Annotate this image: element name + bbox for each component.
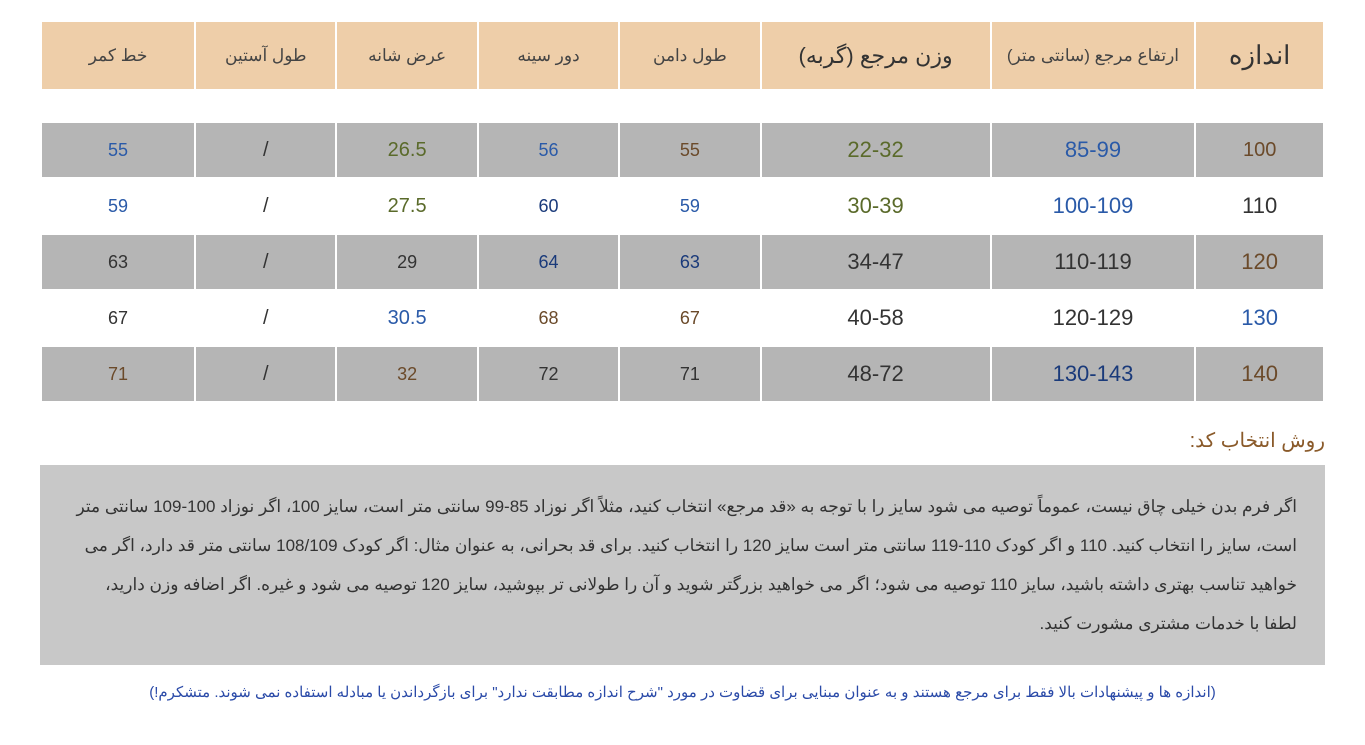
cell-2-5: 29 xyxy=(337,235,476,289)
table-header-row: اندازهارتفاع مرجع (سانتی متر)وزن مرجع (گ… xyxy=(42,22,1323,89)
table-row: 130120-12940-58676830.5/67 xyxy=(42,291,1323,345)
cell-2-1: 110-119 xyxy=(992,235,1195,289)
cell-4-0: 140 xyxy=(1196,347,1323,401)
cell-1-1: 100-109 xyxy=(992,179,1195,233)
cell-2-3: 63 xyxy=(620,235,759,289)
cell-3-6: / xyxy=(196,291,335,345)
cell-3-1: 120-129 xyxy=(992,291,1195,345)
column-header-7: خط کمر xyxy=(42,22,194,89)
cell-0-0: 100 xyxy=(1196,123,1323,177)
cell-0-4: 56 xyxy=(479,123,618,177)
cell-1-3: 59 xyxy=(620,179,759,233)
table-spacer xyxy=(42,91,1323,121)
table-row: 140130-14348-72717232/71 xyxy=(42,347,1323,401)
cell-1-0: 110 xyxy=(1196,179,1323,233)
cell-0-1: 85-99 xyxy=(992,123,1195,177)
cell-4-4: 72 xyxy=(479,347,618,401)
column-header-5: عرض شانه xyxy=(337,22,476,89)
cell-1-2: 30-39 xyxy=(762,179,990,233)
cell-3-5: 30.5 xyxy=(337,291,476,345)
cell-1-6: / xyxy=(196,179,335,233)
disclaimer-text: (اندازه ها و پیشنهادات بالا فقط برای مرج… xyxy=(40,683,1325,701)
cell-3-7: 67 xyxy=(42,291,194,345)
column-header-3: طول دامن xyxy=(620,22,759,89)
column-header-2: وزن مرجع (گربه) xyxy=(762,22,990,89)
column-header-4: دور سینه xyxy=(479,22,618,89)
cell-1-4: 60 xyxy=(479,179,618,233)
cell-4-7: 71 xyxy=(42,347,194,401)
selection-method-title: روش انتخاب کد: xyxy=(40,428,1325,453)
size-table: اندازهارتفاع مرجع (سانتی متر)وزن مرجع (گ… xyxy=(40,20,1325,403)
table-row: 110100-10930-39596027.5/59 xyxy=(42,179,1323,233)
cell-4-1: 130-143 xyxy=(992,347,1195,401)
cell-0-2: 22-32 xyxy=(762,123,990,177)
cell-2-2: 34-47 xyxy=(762,235,990,289)
cell-4-3: 71 xyxy=(620,347,759,401)
cell-0-6: / xyxy=(196,123,335,177)
cell-3-3: 67 xyxy=(620,291,759,345)
cell-3-4: 68 xyxy=(479,291,618,345)
cell-2-0: 120 xyxy=(1196,235,1323,289)
cell-4-6: / xyxy=(196,347,335,401)
cell-4-5: 32 xyxy=(337,347,476,401)
table-row: 120110-11934-47636429/63 xyxy=(42,235,1323,289)
cell-3-0: 130 xyxy=(1196,291,1323,345)
cell-2-6: / xyxy=(196,235,335,289)
cell-1-7: 59 xyxy=(42,179,194,233)
selection-method-text: اگر فرم بدن خیلی چاق نیست، عموماً توصیه … xyxy=(40,465,1325,665)
table-row: 10085-9922-32555626.5/55 xyxy=(42,123,1323,177)
cell-2-4: 64 xyxy=(479,235,618,289)
cell-3-2: 40-58 xyxy=(762,291,990,345)
column-header-0: اندازه xyxy=(1196,22,1323,89)
cell-4-2: 48-72 xyxy=(762,347,990,401)
cell-0-3: 55 xyxy=(620,123,759,177)
cell-1-5: 27.5 xyxy=(337,179,476,233)
column-header-6: طول آستین xyxy=(196,22,335,89)
cell-2-7: 63 xyxy=(42,235,194,289)
cell-0-5: 26.5 xyxy=(337,123,476,177)
cell-0-7: 55 xyxy=(42,123,194,177)
column-header-1: ارتفاع مرجع (سانتی متر) xyxy=(992,22,1195,89)
